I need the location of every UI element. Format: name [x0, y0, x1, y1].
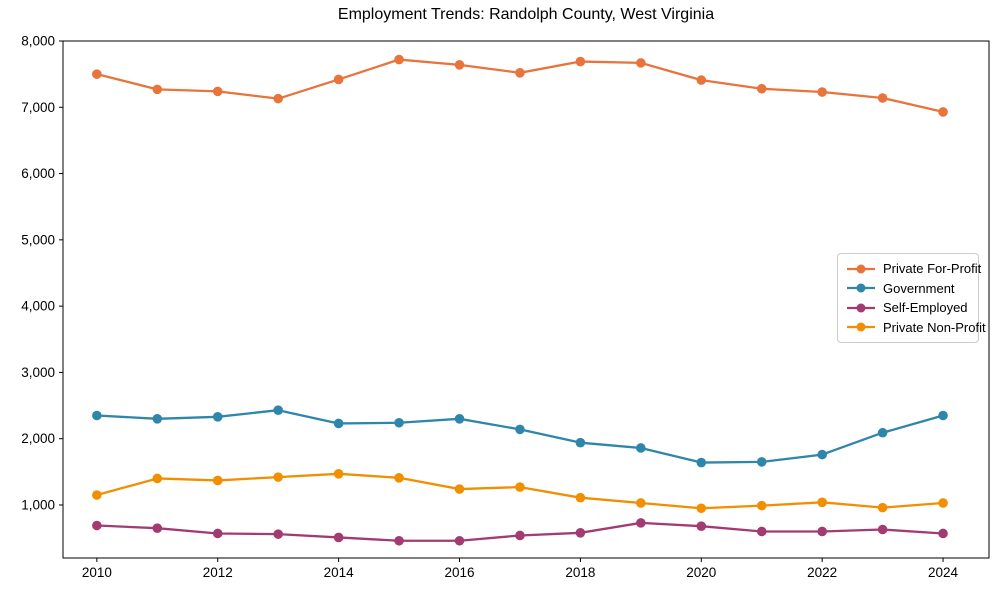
x-tick-label: 2020	[686, 565, 716, 580]
legend-item: Private Non-Profit	[846, 318, 986, 338]
data-point-marker	[92, 410, 102, 421]
y-tick-label: 3,000	[21, 365, 55, 380]
data-point-marker	[92, 490, 102, 500]
data-point-marker	[938, 528, 948, 539]
legend-label: Government	[883, 280, 955, 296]
data-point-marker	[152, 473, 163, 484]
data-point-marker	[696, 521, 707, 531]
data-point-marker	[515, 68, 525, 78]
data-point-marker	[575, 56, 586, 67]
data-point-marker	[273, 405, 283, 415]
data-point-marker	[454, 535, 465, 546]
legend-marker-icon	[847, 322, 875, 332]
x-tick-label: 2024	[928, 565, 959, 580]
data-point-marker	[273, 93, 283, 104]
y-tick-label: 2,000	[21, 431, 55, 446]
data-point-marker	[636, 518, 646, 528]
data-point-marker	[938, 410, 948, 421]
data-point-marker	[575, 437, 586, 448]
data-point-marker	[454, 60, 465, 70]
y-tick-label: 8,000	[21, 34, 55, 49]
data-point-marker	[394, 417, 404, 428]
data-point-marker	[212, 412, 223, 422]
data-point-marker	[273, 472, 283, 482]
data-point-marker	[696, 503, 707, 514]
data-point-marker	[454, 484, 465, 494]
data-point-marker	[756, 500, 767, 511]
data-point-marker	[333, 74, 344, 85]
chart-legend: Private For-Profit Government Self-Employe…	[837, 253, 986, 343]
data-point-marker	[817, 87, 827, 97]
y-tick-label: 5,000	[21, 232, 55, 247]
x-tick-label: 2022	[807, 565, 837, 580]
data-point-marker	[394, 472, 404, 483]
y-tick-label: 7,000	[21, 100, 55, 115]
y-tick-label: 6,000	[21, 166, 55, 181]
data-point-marker	[575, 492, 586, 503]
data-point-marker	[92, 520, 102, 531]
data-point-marker	[212, 86, 223, 97]
data-point-marker	[515, 530, 525, 541]
y-tick-label: 4,000	[21, 299, 55, 314]
data-point-marker	[696, 75, 707, 85]
legend-item: Self-Employed	[846, 298, 970, 318]
data-point-marker	[938, 107, 948, 117]
legend-marker-icon	[847, 264, 875, 274]
data-point-marker	[92, 69, 102, 79]
data-point-marker	[394, 535, 404, 546]
data-point-marker	[756, 83, 767, 94]
legend-marker-icon	[847, 283, 875, 293]
data-point-marker	[817, 449, 827, 460]
data-point-marker	[696, 457, 707, 468]
chart-title: Employment Trends: Randolph County, West…	[337, 6, 715, 23]
data-point-marker	[575, 528, 586, 538]
data-point-marker	[877, 427, 888, 438]
data-point-marker	[152, 414, 163, 424]
data-point-marker	[333, 469, 344, 479]
data-point-marker	[817, 497, 827, 508]
data-point-marker	[152, 84, 163, 95]
data-point-marker	[877, 502, 888, 513]
legend-label: Private For-Profit	[883, 261, 982, 277]
data-point-marker	[454, 414, 465, 424]
legend-label: Private Non-Profit	[883, 319, 986, 335]
data-point-marker	[394, 54, 404, 65]
plot-frame	[62, 40, 990, 559]
data-point-marker	[212, 475, 223, 486]
data-point-marker	[152, 523, 163, 533]
data-point-marker	[636, 443, 646, 453]
data-point-marker	[636, 58, 646, 68]
data-point-marker	[515, 424, 525, 435]
data-point-marker	[756, 526, 767, 537]
y-tick-label: 1,000	[21, 497, 55, 512]
series-line	[95, 409, 945, 464]
data-point-marker	[212, 528, 223, 539]
legend-item: Government	[846, 279, 970, 299]
data-point-marker	[877, 524, 888, 535]
data-point-marker	[756, 457, 767, 467]
legend-label: Self-Employed	[883, 300, 968, 316]
data-point-marker	[515, 482, 525, 492]
data-point-marker	[333, 532, 344, 543]
legend-marker-icon	[847, 303, 875, 313]
x-tick-label: 2016	[444, 565, 474, 580]
data-point-marker	[817, 526, 827, 537]
x-tick-label: 2018	[565, 565, 595, 580]
data-point-marker	[938, 498, 948, 508]
data-point-marker	[877, 93, 888, 103]
data-point-marker	[333, 418, 344, 429]
data-point-marker	[273, 529, 283, 539]
x-tick-label: 2012	[203, 565, 233, 580]
legend-item: Private For-Profit	[846, 259, 981, 279]
data-point-marker	[636, 498, 646, 508]
series-line	[95, 58, 945, 114]
x-tick-label: 2010	[82, 565, 112, 580]
x-tick-label: 2014	[324, 565, 355, 580]
